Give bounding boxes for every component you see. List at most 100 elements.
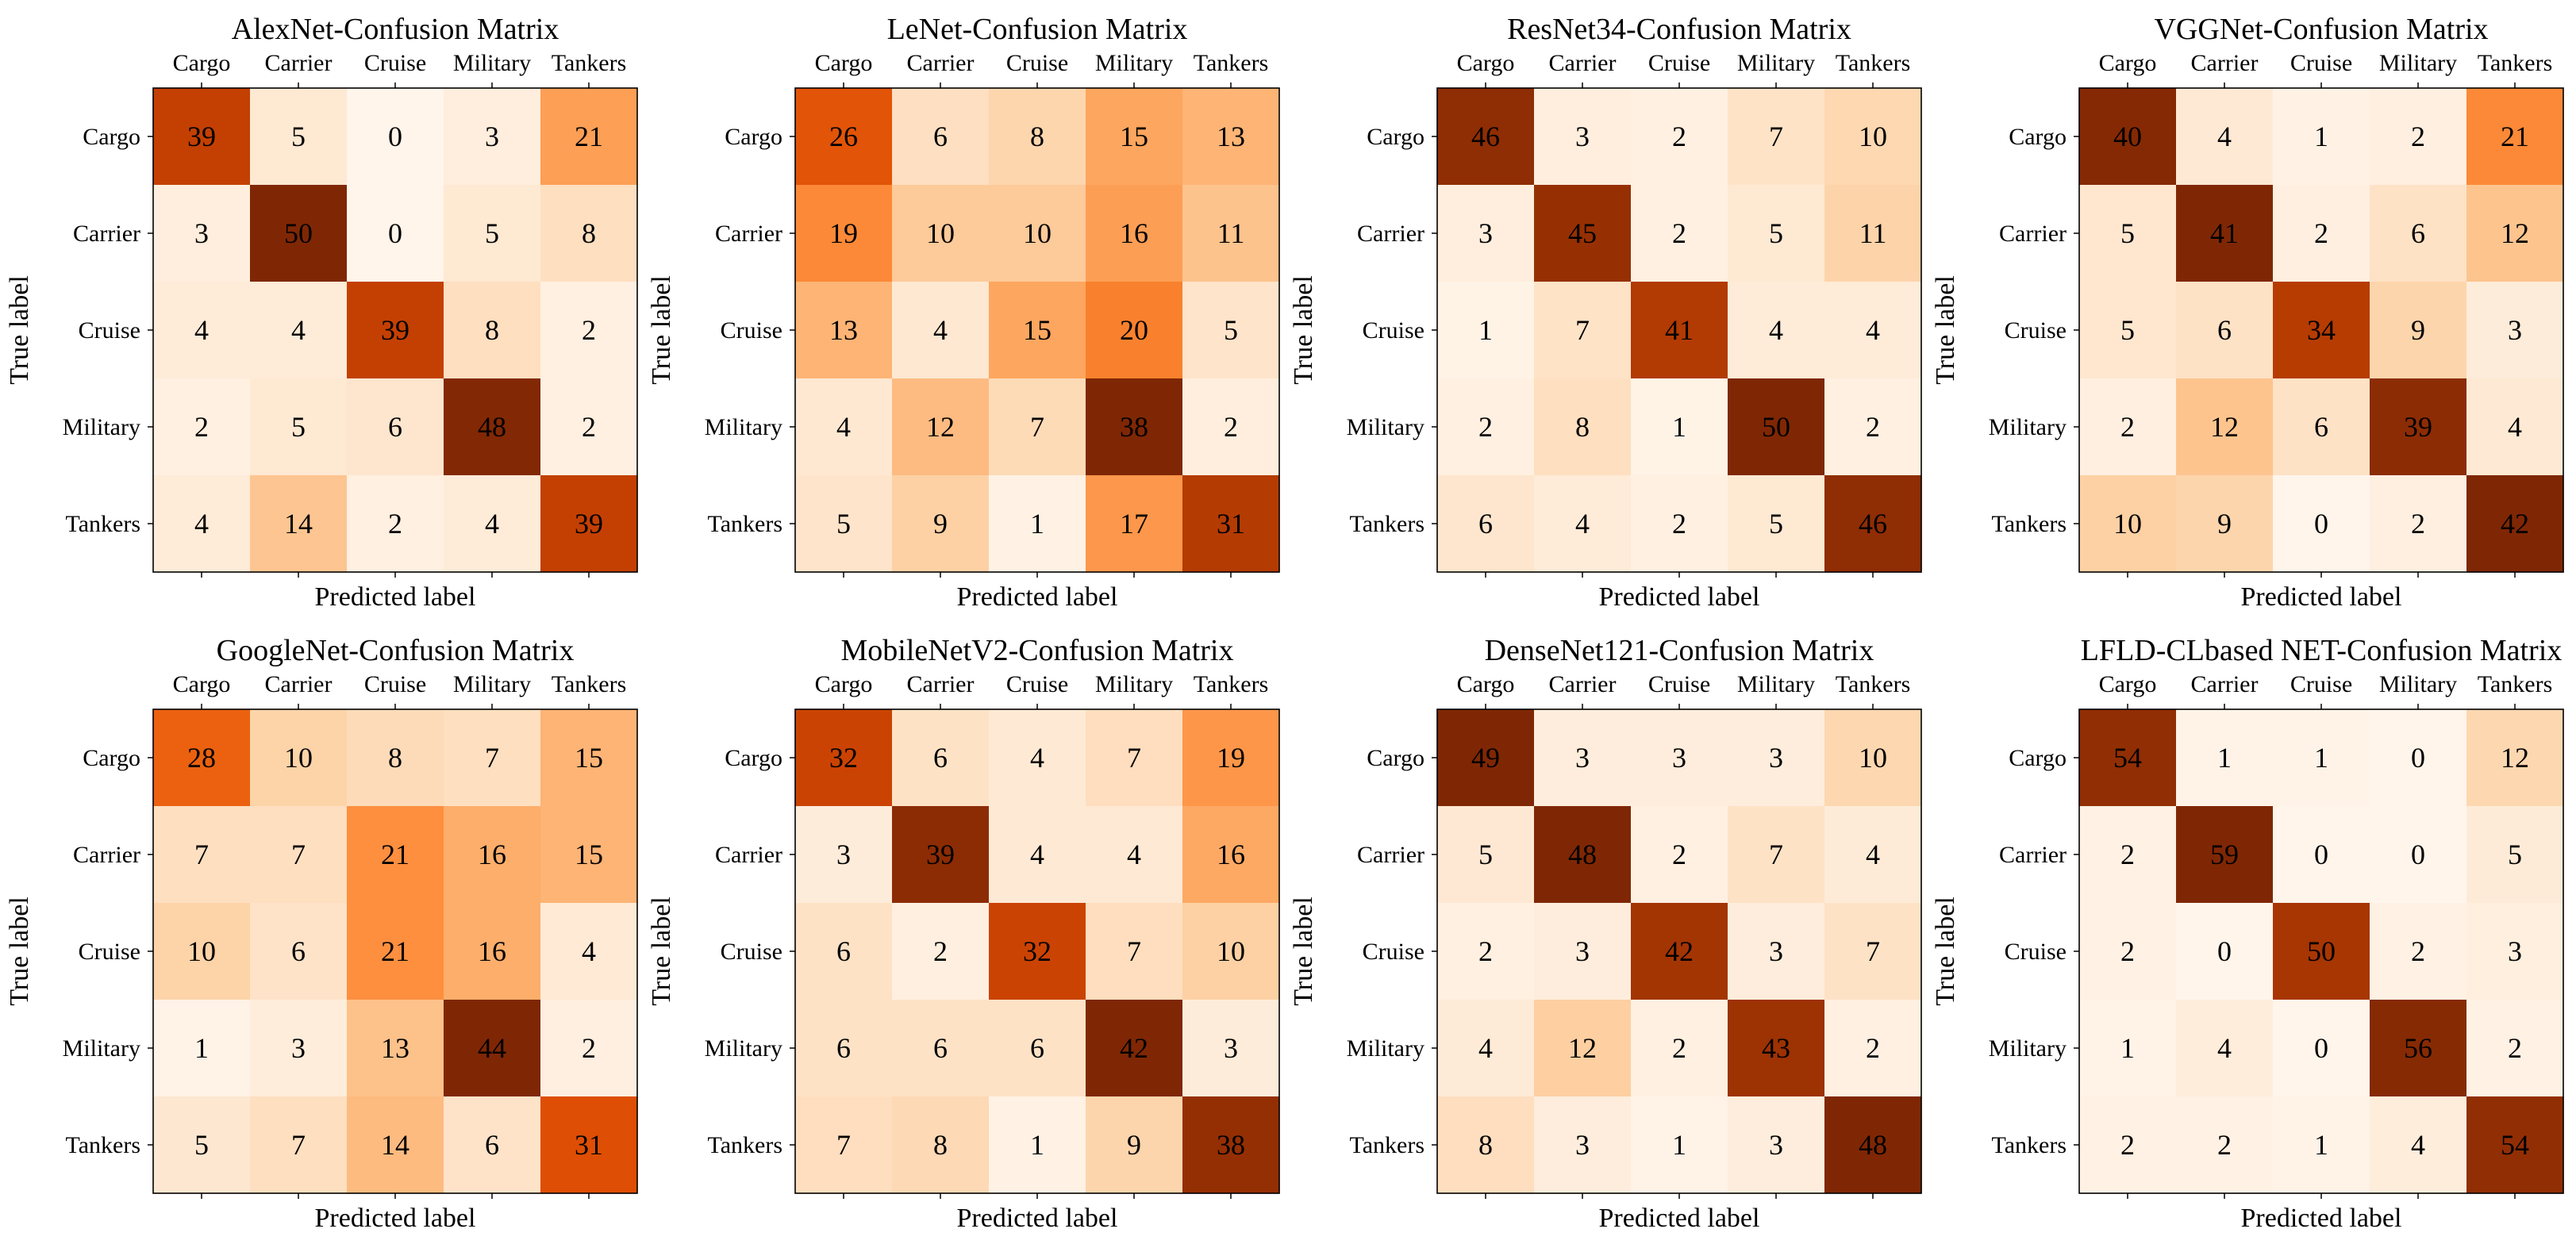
cell-value-label: 10 — [187, 935, 216, 967]
heatmap-cell — [1182, 1096, 1280, 1194]
heatmap-cell — [795, 1096, 893, 1194]
cell-value-label: 48 — [1568, 839, 1597, 870]
y-tick-label: Cargo — [1367, 745, 1424, 771]
cell-value-label: 1 — [2314, 742, 2328, 774]
cell-value-label: 2 — [2411, 935, 2425, 967]
x-tick-label: Cargo — [815, 50, 873, 76]
heatmap-cell — [2273, 903, 2370, 1000]
heatmap-cell — [2079, 378, 2177, 476]
cell-value-label: 7 — [1030, 411, 1044, 443]
heatmap-cell — [2466, 88, 2564, 186]
heatmap-cell — [989, 903, 1086, 1000]
cell-value-label: 6 — [485, 1129, 499, 1161]
heatmap-cell — [1086, 88, 1183, 186]
heatmap-cell — [1824, 903, 1922, 1000]
heatmap-cell — [1824, 282, 1922, 379]
heatmap-cell — [1182, 1000, 1280, 1097]
cell-value-label: 2 — [1866, 1032, 1880, 1064]
heatmap-cell — [540, 378, 638, 476]
heatmap-cell — [2370, 903, 2467, 1000]
heatmap-cell — [153, 378, 251, 476]
heatmap-cell — [2466, 378, 2564, 476]
chart-title: LFLD-CLbased NET-Confusion Matrix — [2081, 634, 2563, 667]
x-tick-label: Cargo — [1457, 50, 1515, 76]
y-tick-label: Military — [1347, 414, 1424, 440]
heatmap-cell — [795, 1000, 893, 1097]
x-tick-label: Military — [1737, 50, 1815, 76]
x-tick-label: Cargo — [2099, 50, 2157, 76]
heatmap-cell — [347, 1000, 444, 1097]
heatmap-cell — [2466, 806, 2564, 904]
heatmap-cell — [153, 282, 251, 379]
heatmap-cell — [250, 1096, 348, 1194]
cell-value-label: 3 — [291, 1032, 306, 1064]
x-tick-label: Cruise — [1006, 671, 1068, 697]
cell-value-label: 17 — [1120, 508, 1148, 540]
cell-value-label: 7 — [485, 742, 499, 774]
heatmap-cell — [989, 185, 1086, 282]
heatmap-cell — [153, 1096, 251, 1194]
cell-value-label: 6 — [1478, 508, 1493, 540]
heatmap-cell — [795, 475, 893, 573]
x-tick-label: Military — [1095, 671, 1173, 697]
heatmap-cell — [892, 903, 990, 1000]
cell-value-label: 7 — [1127, 742, 1141, 774]
heatmap-cell — [989, 806, 1086, 904]
cell-value-label: 4 — [1575, 508, 1590, 540]
heatmap-cell — [1631, 185, 1728, 282]
heatmap-cell — [2079, 709, 2177, 807]
chart-title: VGGNet-Confusion Matrix — [2154, 13, 2488, 46]
cell-value-label: 10 — [284, 742, 313, 774]
heatmap-cell — [250, 806, 348, 904]
cell-value-label: 2 — [1672, 508, 1686, 540]
y-tick-label: Military — [1347, 1035, 1424, 1062]
y-axis-label: True label — [5, 897, 34, 1006]
heatmap-cell — [1824, 806, 1922, 904]
cell-value-label: 6 — [933, 1032, 948, 1064]
cell-value-label: 3 — [1575, 121, 1590, 152]
cell-value-label: 6 — [2217, 314, 2232, 346]
cell-value-label: 4 — [836, 411, 851, 443]
cell-value-label: 0 — [2314, 839, 2328, 870]
heatmap-cell — [1534, 1096, 1632, 1194]
heatmap-cell — [2370, 475, 2467, 573]
cell-value-label: 7 — [1575, 314, 1590, 346]
heatmap-cell — [1437, 709, 1535, 807]
heatmap-cell — [1437, 185, 1535, 282]
y-axis-label: True label — [1289, 275, 1318, 385]
y-tick-label: Tankers — [707, 1132, 782, 1158]
cell-value-label: 42 — [1665, 935, 1694, 967]
heatmap-cell — [2176, 1096, 2274, 1194]
heatmap-cell — [795, 378, 893, 476]
y-tick-label: Cruise — [2005, 939, 2067, 965]
heatmap-cell — [2370, 378, 2467, 476]
heatmap-cell — [2466, 903, 2564, 1000]
heatmap-cell — [1631, 475, 1728, 573]
heatmap-cell — [153, 475, 251, 573]
cell-value-label: 7 — [291, 1129, 306, 1161]
heatmap-cell — [1631, 378, 1728, 476]
cell-value-label: 49 — [1471, 742, 1500, 774]
heatmap-cell — [444, 185, 541, 282]
cell-value-label: 8 — [582, 217, 596, 249]
heatmap-cell — [250, 475, 348, 573]
cell-value-label: 26 — [829, 121, 858, 152]
cell-value-label: 50 — [1762, 411, 1790, 443]
y-tick-label: Carrier — [73, 842, 140, 868]
heatmap-cell — [153, 88, 251, 186]
cell-value-label: 21 — [381, 935, 409, 967]
cell-value-label: 3 — [1769, 1129, 1783, 1161]
cell-value-label: 2 — [933, 935, 948, 967]
x-tick-label: Tankers — [552, 671, 627, 697]
heatmap-cell — [1728, 806, 1825, 904]
cell-value-label: 11 — [1859, 217, 1887, 249]
heatmap-cell — [989, 282, 1086, 379]
heatmap-cell — [892, 475, 990, 573]
x-tick-label: Tankers — [2478, 50, 2553, 76]
heatmap-cell — [1728, 88, 1825, 186]
cell-value-label: 28 — [187, 742, 216, 774]
heatmap-cell — [1824, 709, 1922, 807]
heatmap-cell — [989, 1000, 1086, 1097]
y-tick-label: Tankers — [1991, 511, 2067, 537]
